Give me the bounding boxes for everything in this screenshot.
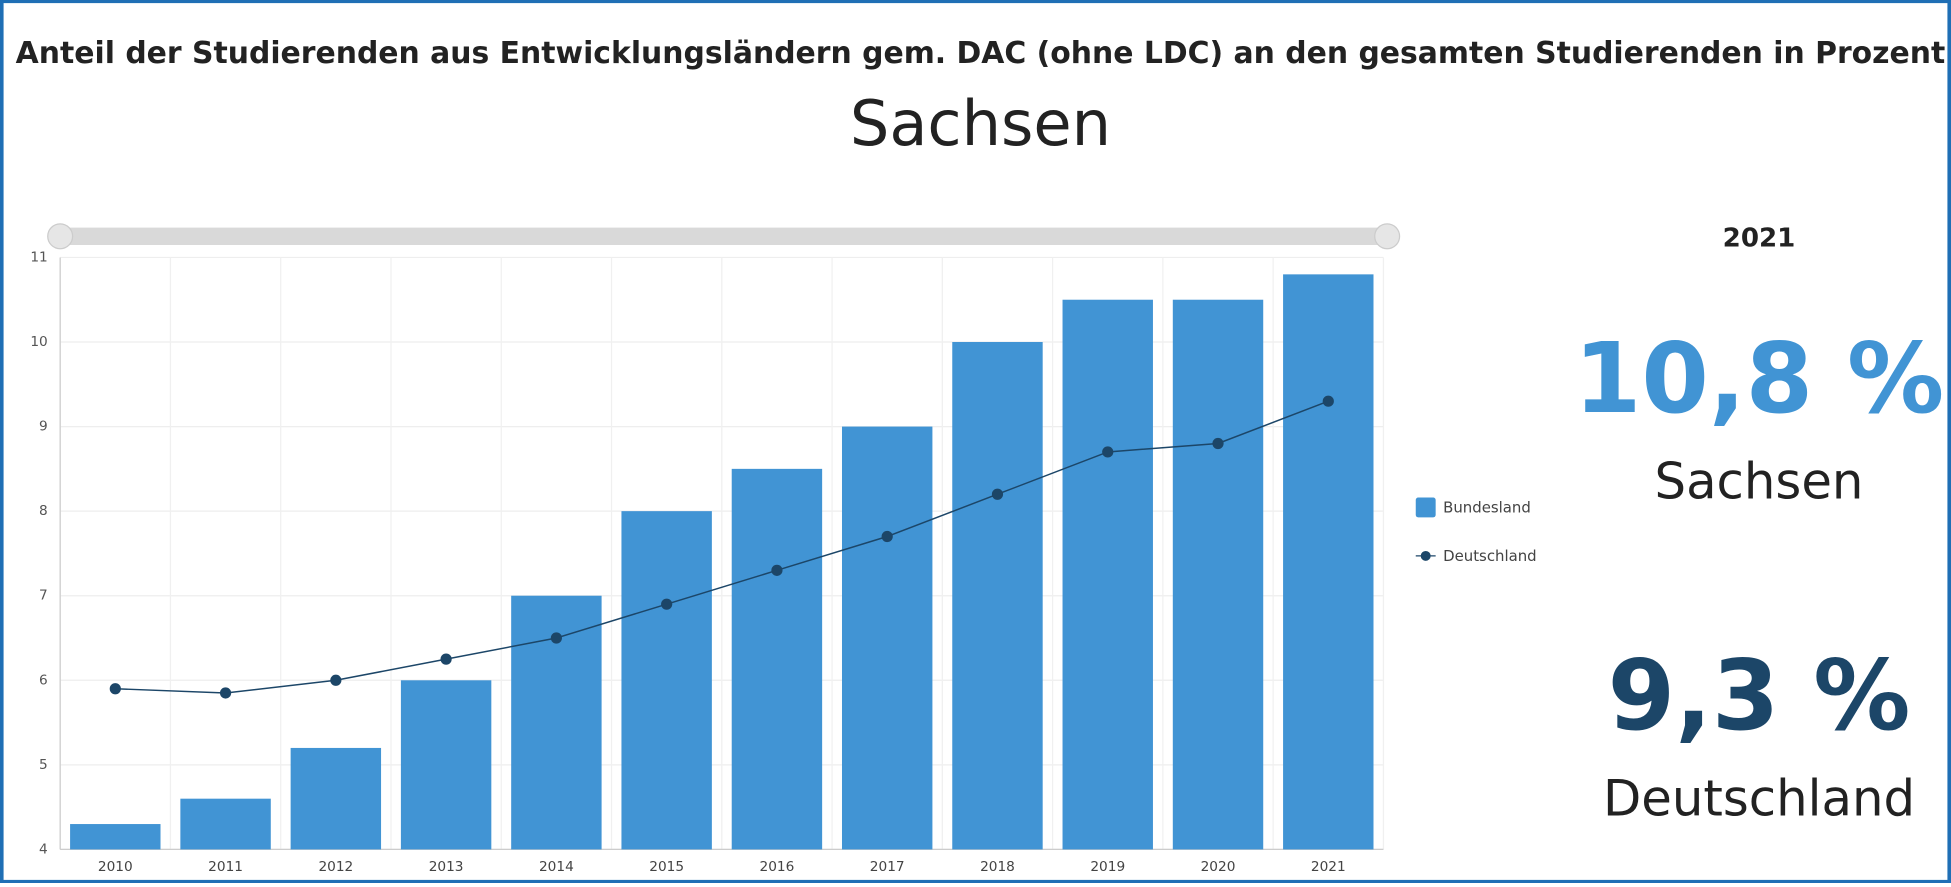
- line-point: [330, 674, 342, 686]
- x-tick-label: 2019: [1090, 859, 1125, 875]
- line-point: [1322, 395, 1334, 407]
- x-tick-label: 2013: [429, 859, 464, 875]
- bar: [180, 798, 271, 850]
- bar: [731, 468, 823, 850]
- x-tick-label: 2020: [1201, 859, 1236, 875]
- x-tick-label: 2018: [980, 859, 1015, 875]
- y-tick-label: 7: [39, 588, 48, 604]
- kpi-value: 9,3 %: [1608, 639, 1911, 752]
- bar: [841, 426, 933, 850]
- y-tick-label: 10: [30, 334, 47, 350]
- bar: [400, 680, 492, 850]
- kpi-name: Sachsen: [1655, 453, 1864, 511]
- x-tick-label: 2015: [649, 859, 684, 875]
- line-point: [771, 564, 783, 576]
- kpi-value: 10,8 %: [1574, 322, 1944, 435]
- bar: [1062, 299, 1153, 850]
- line-point: [109, 683, 121, 695]
- kpi-name: Deutschland: [1603, 770, 1915, 828]
- y-tick-label: 8: [39, 503, 48, 519]
- line-point: [219, 687, 232, 699]
- line-point: [881, 530, 893, 543]
- legend-swatch: [1420, 550, 1431, 561]
- bar: [952, 342, 1043, 850]
- bar: [290, 747, 382, 850]
- x-tick-label: 2010: [98, 859, 133, 875]
- chart-subtitle: Sachsen: [850, 87, 1111, 160]
- slider-handle[interactable]: [47, 223, 74, 250]
- line-point: [661, 598, 673, 610]
- line-point: [440, 653, 452, 665]
- slider-handle[interactable]: [1374, 223, 1401, 250]
- x-tick-label: 2021: [1311, 859, 1346, 875]
- bar: [1172, 299, 1264, 850]
- line-point: [1102, 446, 1114, 458]
- range-slider[interactable]: [50, 227, 1399, 246]
- y-tick-label: 11: [30, 249, 47, 265]
- x-tick-label: 2017: [870, 859, 905, 875]
- y-tick-label: 5: [39, 757, 48, 773]
- legend-swatch: [1415, 497, 1436, 518]
- x-tick-label: 2011: [208, 859, 243, 875]
- legend-label: Bundesland: [1443, 499, 1531, 517]
- y-tick-label: 4: [39, 841, 48, 857]
- x-tick-label: 2012: [318, 859, 353, 875]
- line: [115, 400, 1329, 694]
- panel-year: 2021: [1723, 223, 1796, 253]
- bar: [1283, 274, 1374, 850]
- x-tick-label: 2014: [539, 859, 574, 875]
- y-tick-label: 6: [39, 672, 48, 688]
- chart-title: Anteil der Studierenden aus Entwicklungs…: [16, 36, 1946, 71]
- bar: [621, 511, 712, 850]
- legend-label: Deutschland: [1443, 547, 1537, 565]
- bar: [70, 824, 161, 850]
- line-point: [1212, 437, 1224, 450]
- line-point: [550, 632, 562, 644]
- y-tick-label: 9: [39, 419, 48, 435]
- line-point: [991, 488, 1004, 500]
- x-tick-label: 2016: [760, 859, 795, 875]
